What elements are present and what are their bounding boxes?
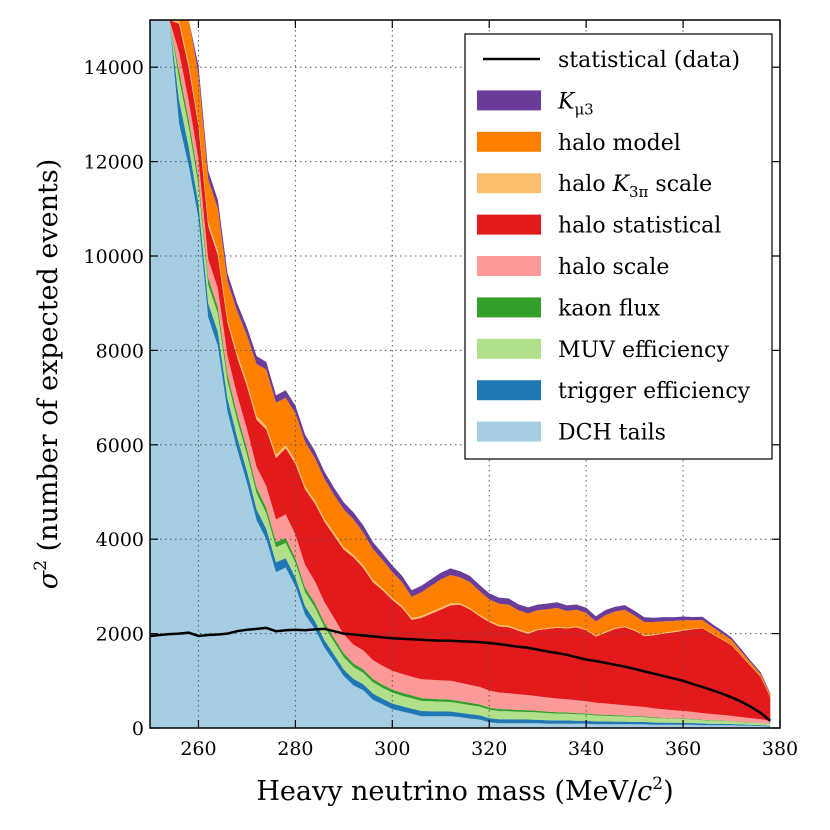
area-halo-statistical (150, 20, 771, 721)
y-tick-label-10000: 10000 (84, 246, 144, 268)
x-tick-label-280: 280 (277, 738, 313, 760)
y-tick-label-12000: 12000 (84, 152, 144, 174)
y-tick-label-6000: 6000 (96, 435, 144, 457)
series-line-statistical-data (149, 626, 772, 722)
legend-item-halo-statistical: halo statistical (477, 214, 721, 239)
legend-label: halo scale (558, 255, 669, 280)
x-axis-label-end: ) (663, 776, 674, 807)
legend-swatch (477, 90, 541, 111)
stacked-areas (150, 20, 771, 728)
legend-swatch (477, 380, 541, 401)
y-tick-label-14000: 14000 (84, 57, 144, 79)
svg-text:Heavy neutrino mass (MeV/c2): Heavy neutrino mass (MeV/c2) (256, 774, 673, 807)
legend-item-k-mu3: Kμ3 (477, 89, 594, 118)
y-tick-label-2000: 2000 (96, 624, 144, 646)
legend-swatch (477, 214, 541, 235)
legend-label: statistical (data) (558, 48, 740, 73)
legend-swatch (477, 338, 541, 359)
legend-swatch (477, 131, 541, 152)
legend-swatch (477, 173, 541, 194)
legend-label: trigger efficiency (558, 379, 751, 404)
x-tick-label-340: 340 (568, 738, 604, 760)
y-tick-label-8000: 8000 (96, 340, 144, 362)
legend-item-dch-tails: DCH tails (477, 421, 666, 446)
legend: statistical (data) Kμ3 halo model halo K3π … (464, 33, 773, 460)
legend-item-trigger-efficiency: trigger efficiency (477, 379, 751, 404)
legend-label: halo K3π scale (558, 172, 712, 201)
legend-entries: statistical (data) Kμ3 halo model halo K3π … (477, 48, 751, 446)
y-axis-symbol: σ (33, 569, 64, 589)
legend-item-halo-scale: halo scale (477, 255, 669, 280)
legend-item-muv-efficiency: MUV efficiency (477, 338, 730, 363)
legend-label: DCH tails (558, 421, 666, 446)
x-tick-label-320: 320 (471, 738, 507, 760)
y-tick-label-4000: 4000 (96, 529, 144, 551)
legend-label: halo model (558, 131, 681, 156)
y-axis-title: σ2 (number of expected events) (31, 159, 64, 589)
legend-label: halo statistical (558, 214, 721, 239)
legend-item-statistical-data: statistical (data) (483, 48, 740, 73)
legend-swatch (477, 421, 541, 442)
x-tick-label-300: 300 (374, 738, 410, 760)
legend-label: MUV efficiency (558, 338, 730, 363)
x-tick-label-360: 360 (665, 738, 701, 760)
x-tick-label-380: 380 (762, 738, 798, 760)
x-axis-title: Heavy neutrino mass (MeV/c2) (256, 774, 673, 807)
y-tick-label-0: 0 (132, 718, 144, 740)
area-dch-tails (150, 20, 771, 728)
legend-item-kaon-flux: kaon flux (477, 296, 661, 321)
y-axis-label: (number of expected events) (33, 159, 64, 560)
x-axis-label: Heavy neutrino mass (MeV/ (256, 776, 638, 807)
legend-item-halo-k3pi-scale: halo K3π scale (477, 172, 712, 201)
area-halo-model (150, 20, 771, 697)
legend-label: Kμ3 (557, 89, 594, 118)
legend-swatch (477, 297, 541, 318)
x-axis-superscript: 2 (652, 774, 663, 794)
legend-item-halo-model: halo model (477, 131, 681, 156)
x-axis-symbol: c (637, 776, 652, 807)
x-tick-label-260: 260 (180, 738, 216, 760)
axis-ticks: 260 280 300 320 340 360 380 0 2000 4000 6000 8000 10… (84, 20, 798, 760)
svg-text:σ2 (number of expected events): σ2 (number of expected events) (31, 159, 64, 589)
legend-swatch (477, 256, 541, 276)
legend-label: kaon flux (558, 296, 661, 321)
y-axis-superscript: 2 (31, 560, 51, 571)
plot-frame (149, 19, 781, 729)
